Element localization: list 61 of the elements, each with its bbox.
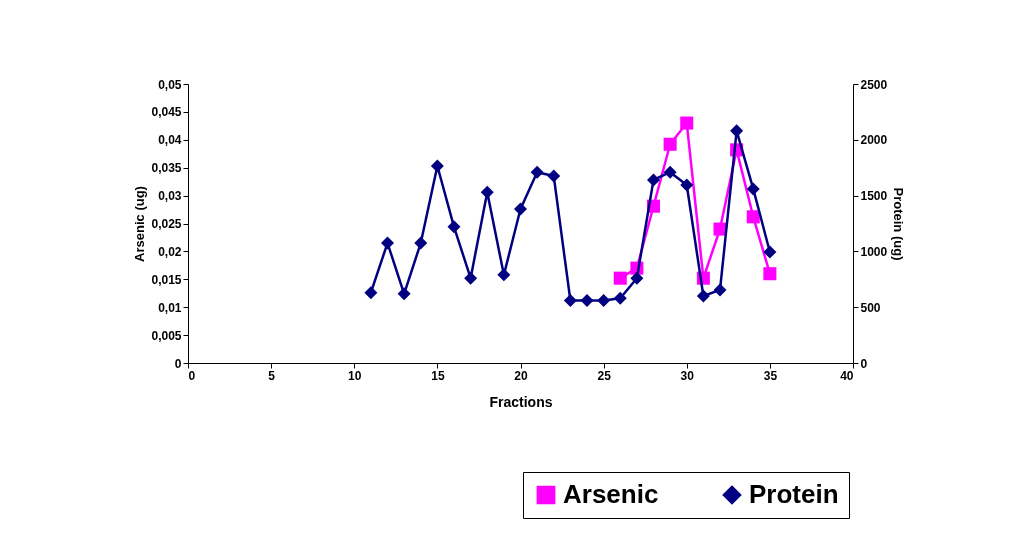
- point: [380, 236, 395, 250]
- point: [663, 137, 677, 151]
- point: [497, 268, 511, 282]
- point: [530, 165, 544, 179]
- y-tick-label: 0,035: [151, 161, 182, 176]
- point: [696, 289, 710, 303]
- point: [763, 267, 777, 281]
- point: [680, 116, 694, 130]
- point: [414, 236, 428, 250]
- x-tick-label: 0: [188, 368, 196, 383]
- y2-tick-label: 2000: [860, 133, 888, 148]
- legend-label: Protein: [749, 479, 839, 509]
- y-tick-label: 0,03: [158, 189, 182, 204]
- y2-tick-label: 1000: [860, 244, 888, 259]
- x-tick-label: 40: [840, 368, 854, 383]
- point: [580, 293, 594, 308]
- point: [364, 286, 378, 300]
- x-tick-label: 35: [763, 368, 778, 383]
- y-tick-label: 0,05: [158, 77, 182, 92]
- point: [547, 169, 561, 183]
- point: [613, 291, 627, 305]
- y-axis-title: Arsenic (ug): [132, 186, 148, 262]
- point: [430, 159, 444, 173]
- point: [646, 173, 661, 187]
- point: [563, 293, 577, 308]
- y-tick-label: 0,005: [151, 328, 182, 343]
- y2-tick-label: 500: [860, 300, 881, 315]
- x-tick-label: 30: [680, 368, 695, 383]
- x-tick-label: 25: [597, 368, 612, 383]
- point: [746, 210, 760, 224]
- x-tick-label: 10: [348, 368, 362, 383]
- point: [713, 283, 727, 297]
- y2-tick-label: 0: [860, 356, 868, 371]
- y-tick-label: 0,01: [158, 300, 182, 315]
- point: [613, 271, 627, 285]
- x-tick-label: 20: [514, 368, 528, 383]
- y-tick-label: 0,02: [158, 244, 182, 259]
- y-tick-label: 0,04: [158, 133, 182, 148]
- y2-axis-title: Protein (ug): [891, 187, 907, 261]
- legend-label: Arsenic: [563, 479, 659, 509]
- point: [397, 287, 411, 301]
- point: [680, 178, 694, 192]
- x-axis-title: Fractions: [489, 393, 553, 410]
- y2-tick-label: 1500: [860, 189, 888, 204]
- point: [663, 165, 677, 179]
- x-tick-label: 5: [268, 368, 276, 383]
- point: [597, 293, 611, 308]
- y-tick-label: 0,025: [151, 217, 182, 231]
- point: [763, 245, 777, 259]
- y-tick-label: 0: [174, 356, 182, 371]
- point: [746, 182, 760, 196]
- point: [447, 220, 461, 234]
- point: [630, 271, 644, 285]
- y2-tick-label: 2500: [860, 77, 888, 92]
- y-tick-label: 0,045: [151, 105, 182, 120]
- point: [513, 202, 528, 216]
- point: [480, 185, 494, 199]
- point: [730, 124, 744, 138]
- y-tick-label: 0,015: [151, 272, 182, 287]
- x-tick-label: 15: [431, 368, 445, 383]
- point: [464, 271, 478, 285]
